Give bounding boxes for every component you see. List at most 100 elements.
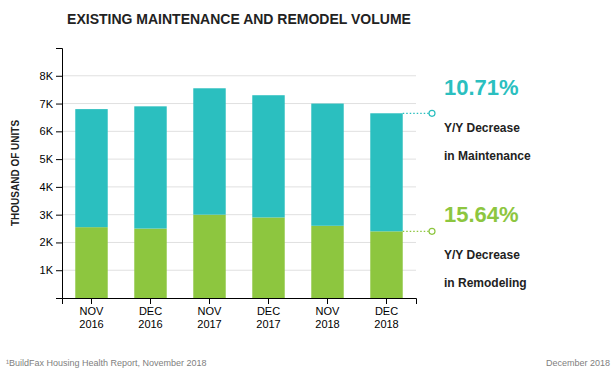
stat-label: in Maintenance — [444, 149, 531, 163]
grid — [62, 76, 416, 270]
y-tick: 3K — [40, 209, 62, 221]
y-tick-label: 8K — [40, 70, 54, 82]
y-tick-label: 1K — [40, 264, 54, 276]
footnote: December 2018 — [546, 358, 610, 368]
x-axis-line — [63, 299, 417, 305]
grid-line — [62, 103, 416, 104]
y-tick-mark — [56, 104, 62, 105]
connectors — [403, 110, 435, 234]
y-tick: 4K — [40, 181, 62, 193]
y-tick-label: 4K — [40, 181, 54, 193]
grid-line — [62, 270, 416, 271]
x-tick-label: DEC2018 — [374, 305, 398, 330]
y-axis-line — [56, 49, 63, 299]
x-tick-mark — [327, 298, 328, 304]
bar-segment — [311, 226, 343, 298]
connector-line — [403, 113, 429, 114]
x-axis: NOV2016DEC2016NOV2017DEC2017NOV2018DEC20… — [63, 298, 417, 330]
x-tick-label-line: NOV — [80, 305, 105, 317]
x-tick-label: NOV2017 — [197, 305, 222, 330]
footnote: ¹BuildFax Housing Health Report, Novembe… — [6, 358, 207, 368]
y-tick-mark — [56, 215, 62, 216]
x-tick-label: NOV2018 — [315, 305, 340, 330]
y-tick-mark — [56, 187, 62, 188]
x-tick: NOV2018 — [315, 298, 340, 330]
bar-segment — [75, 109, 107, 227]
y-tick: 1K — [40, 264, 62, 276]
bars — [75, 88, 402, 298]
bar-segment — [193, 215, 225, 298]
x-tick-label-line: DEC — [257, 305, 280, 317]
grid-line — [62, 186, 416, 187]
grid-line — [62, 75, 416, 76]
bar-segment — [252, 95, 284, 217]
y-tick: 7K — [40, 98, 62, 110]
x-tick-mark — [209, 298, 210, 304]
stat-value: 10.71% — [444, 75, 519, 100]
bar-segment — [193, 88, 225, 214]
x-tick-label-line: 2017 — [197, 318, 221, 330]
y-tick: 8K — [40, 70, 62, 82]
bar-segment — [370, 113, 402, 231]
x-tick-label-line: 2016 — [138, 318, 162, 330]
bar-segment — [311, 104, 343, 226]
connector-dot — [429, 110, 435, 116]
y-tick: 2K — [40, 236, 62, 248]
y-axis-title: THOUSAND OF UNITS — [10, 120, 21, 226]
x-tick-mark — [150, 298, 151, 304]
x-tick-label-line: DEC — [375, 305, 398, 317]
bar-series — [75, 88, 402, 231]
title: EXISTING MAINTENANCE AND REMODEL VOLUME — [67, 11, 411, 27]
grid-line — [62, 159, 416, 160]
x-tick-label-line: 2017 — [256, 318, 280, 330]
grid-line — [62, 242, 416, 243]
bar-segment — [134, 106, 166, 228]
x-tick-mark — [91, 298, 92, 304]
stats-panel: 10.71% Y/Y Decrease in Maintenance 15.64% Y/… — [444, 75, 531, 290]
grid-line — [62, 214, 416, 215]
x-tick-label-line: DEC — [139, 305, 162, 317]
y-tick-label: 3K — [40, 209, 54, 221]
bar-series — [75, 215, 402, 298]
bar-segment — [75, 227, 107, 298]
stat-label: Y/Y Decrease — [444, 121, 520, 135]
grid-line — [62, 131, 416, 132]
x-tick-label-line: NOV — [316, 305, 341, 317]
x-tick: NOV2017 — [197, 298, 222, 330]
y-tick-mark — [56, 270, 62, 271]
stat-value: 15.64% — [444, 202, 519, 227]
y-axis: 1K 2K 3K 4K 5K 6K 7K 8K — [40, 49, 63, 299]
stat-label: in Remodeling — [444, 276, 527, 290]
bar-segment — [370, 231, 402, 298]
x-tick-label: NOV2016 — [79, 305, 104, 330]
stat-label: Y/Y Decrease — [444, 248, 520, 262]
connector-dot — [429, 228, 435, 234]
y-tick: 5K — [40, 153, 62, 165]
y-tick-label: 7K — [40, 98, 54, 110]
connector-line — [403, 231, 429, 232]
y-tick-mark — [56, 159, 62, 160]
chart: 1K2K3K4K5K6K7K8KNOV2016DEC2016NOV2017DEC… — [0, 0, 616, 372]
y-tick-label: 6K — [40, 125, 54, 137]
x-tick-label: DEC2016 — [138, 305, 162, 330]
y-tick-label: 2K — [40, 236, 54, 248]
y-tick-mark — [56, 242, 62, 243]
x-tick-label: DEC2017 — [256, 305, 280, 330]
x-tick-label-line: NOV — [198, 305, 223, 317]
y-tick-mark — [56, 131, 62, 132]
y-tick-mark — [56, 76, 62, 77]
x-tick: DEC2018 — [374, 298, 398, 330]
chart-container: 1K2K3K4K5K6K7K8KNOV2016DEC2016NOV2017DEC… — [0, 0, 616, 372]
x-tick: NOV2016 — [79, 298, 104, 330]
bar-segment — [134, 229, 166, 298]
y-tick: 6K — [40, 125, 62, 137]
x-tick-mark — [386, 298, 387, 304]
footnotes: ¹BuildFax Housing Health Report, Novembe… — [6, 358, 610, 368]
x-tick: DEC2017 — [256, 298, 280, 330]
x-tick-label-line: 2018 — [374, 318, 398, 330]
x-tick-label-line: 2018 — [315, 318, 339, 330]
y-tick-label: 5K — [40, 153, 54, 165]
bar-segment — [252, 217, 284, 298]
x-tick: DEC2016 — [138, 298, 162, 330]
x-tick-mark — [268, 298, 269, 304]
